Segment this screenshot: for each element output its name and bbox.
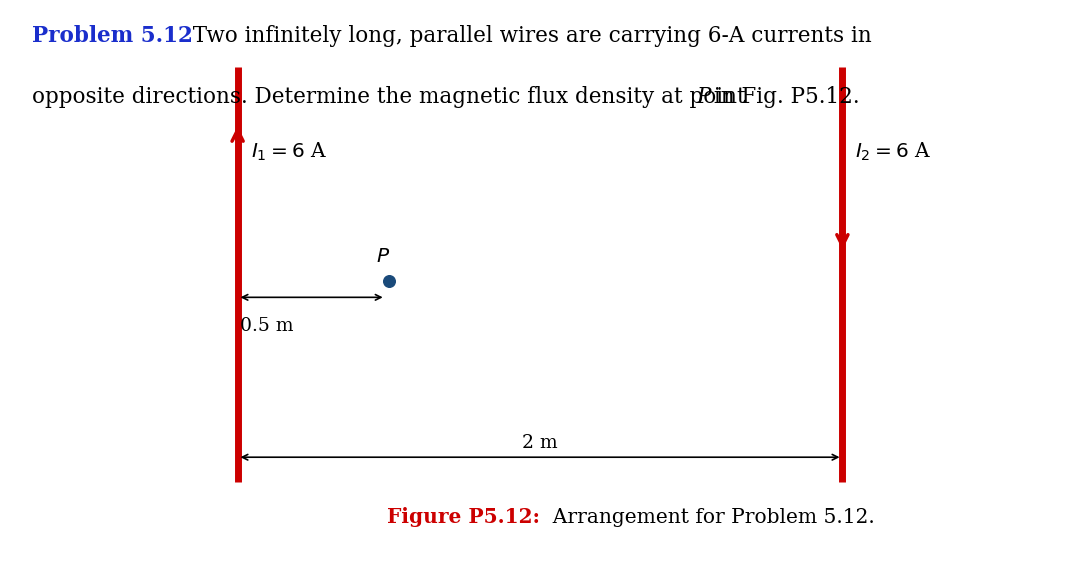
Text: Figure P5.12:: Figure P5.12: [387, 507, 540, 527]
Text: opposite directions. Determine the magnetic flux density at point: opposite directions. Determine the magne… [32, 86, 753, 108]
Text: 2 m: 2 m [523, 434, 557, 452]
Text: $P$: $P$ [376, 247, 391, 266]
Text: in Fig. P5.12.: in Fig. P5.12. [707, 86, 860, 108]
Text: P: P [697, 86, 711, 108]
Text: Two infinitely long, parallel wires are carrying 6-A currents in: Two infinitely long, parallel wires are … [179, 25, 872, 47]
Text: $I_1 = 6$ A: $I_1 = 6$ A [251, 140, 326, 163]
Text: Arrangement for Problem 5.12.: Arrangement for Problem 5.12. [540, 508, 875, 527]
Text: $I_2 = 6$ A: $I_2 = 6$ A [855, 140, 931, 163]
Text: Problem 5.12: Problem 5.12 [32, 25, 193, 47]
Text: 0.5 m: 0.5 m [240, 317, 294, 335]
Point [380, 276, 397, 285]
